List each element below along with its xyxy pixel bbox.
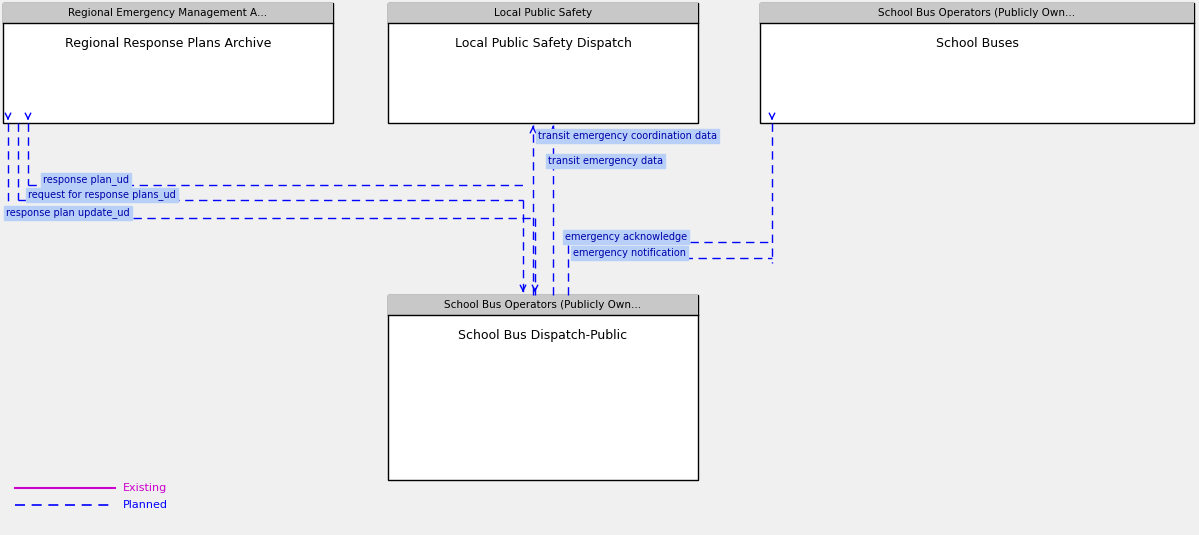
Bar: [760, 3, 1194, 123]
Text: response plan update_ud: response plan update_ud: [6, 208, 129, 218]
Text: Local Public Safety Dispatch: Local Public Safety Dispatch: [454, 37, 632, 50]
Bar: [760, 3, 1194, 23]
Bar: [388, 295, 698, 480]
Text: transit emergency data: transit emergency data: [548, 156, 663, 166]
Text: Local Public Safety: Local Public Safety: [494, 8, 592, 18]
Bar: [4, 3, 333, 23]
Text: request for response plans_ud: request for response plans_ud: [28, 189, 176, 201]
Text: Regional Response Plans Archive: Regional Response Plans Archive: [65, 37, 271, 50]
Text: transit emergency coordination data: transit emergency coordination data: [538, 131, 717, 141]
Text: response plan_ud: response plan_ud: [43, 174, 129, 186]
Bar: [4, 3, 333, 123]
Bar: [388, 3, 698, 123]
Text: Existing: Existing: [123, 483, 167, 493]
Text: School Bus Dispatch-Public: School Bus Dispatch-Public: [458, 329, 627, 342]
Text: Regional Emergency Management A...: Regional Emergency Management A...: [68, 8, 267, 18]
Bar: [388, 3, 698, 23]
Bar: [388, 295, 698, 315]
Text: Planned: Planned: [123, 500, 168, 510]
Text: emergency acknowledge: emergency acknowledge: [565, 232, 687, 242]
Text: emergency notification: emergency notification: [573, 248, 686, 258]
Text: School Buses: School Buses: [935, 37, 1018, 50]
Text: School Bus Operators (Publicly Own...: School Bus Operators (Publicly Own...: [445, 300, 641, 310]
Text: School Bus Operators (Publicly Own...: School Bus Operators (Publicly Own...: [879, 8, 1076, 18]
